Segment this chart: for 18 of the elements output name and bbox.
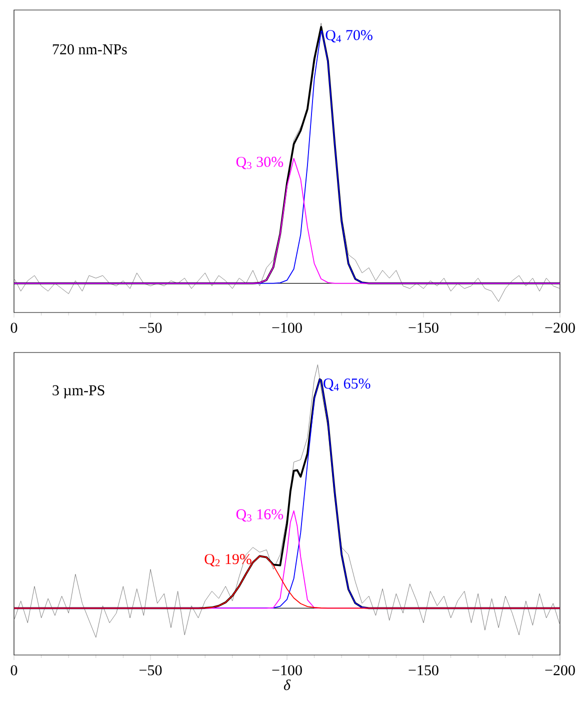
annotation: Q$_{2}$ 19% — [204, 554, 252, 566]
x-tick-label: −200 — [545, 665, 575, 676]
annotation: Q$_{3}$ 30% — [236, 156, 283, 170]
text: 3 µm-PS — [52, 385, 104, 398]
x-axis-title: δ — [284, 680, 290, 690]
x-tick-label: −150 — [408, 322, 438, 333]
x-tick-label: −100 — [272, 322, 302, 333]
x-tick-label: 0 — [10, 322, 17, 333]
x-tick-label: −150 — [408, 665, 438, 676]
x-tick-label: −50 — [139, 322, 162, 333]
text: 720 nm-NPs — [52, 44, 127, 54]
annotation: Q$_{4}$ 70% — [326, 30, 372, 42]
x-tick-label: −50 — [139, 665, 162, 676]
annotation: Q$_{3}$ 16% — [236, 509, 283, 522]
x-tick-label: 0 — [10, 665, 17, 676]
x-tick-label: −100 — [272, 665, 302, 676]
annotation: Q$_{4}$ 65% — [323, 378, 370, 391]
x-tick-label: −200 — [545, 322, 575, 333]
